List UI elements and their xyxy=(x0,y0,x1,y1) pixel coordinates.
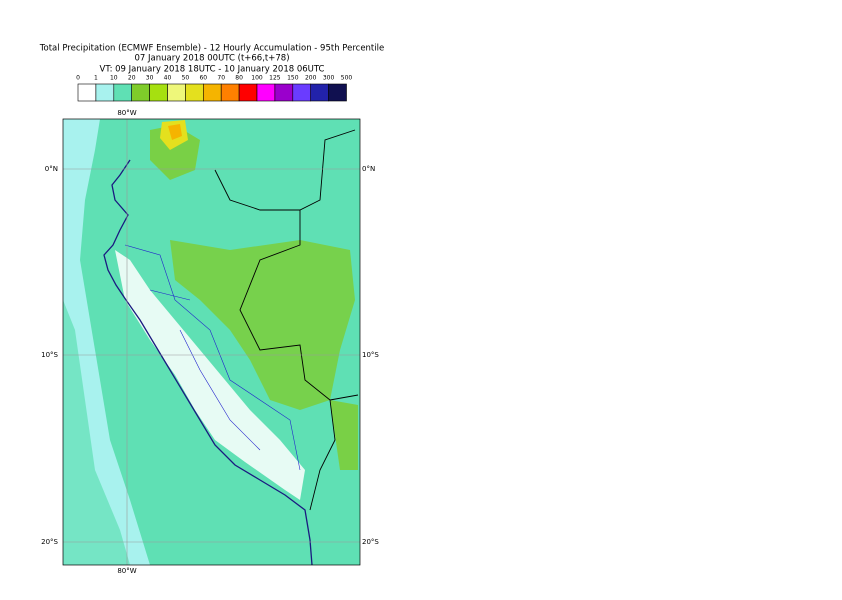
legend-label: 50 xyxy=(182,75,190,82)
legend-label: 1 xyxy=(94,75,98,82)
lat-label: 0°N xyxy=(45,165,58,173)
legend-swatch xyxy=(256,83,276,102)
map-frame xyxy=(62,118,361,566)
legend-swatch xyxy=(131,83,150,102)
legend-swatch xyxy=(167,83,186,102)
legend-label: 30 xyxy=(146,75,154,82)
legend-label: 40 xyxy=(164,75,172,82)
title-line: Total Precipitation (ECMWF Ensemble) - 1… xyxy=(39,44,384,54)
map xyxy=(63,119,360,565)
lat-label: 0°N xyxy=(362,165,375,173)
legend-swatch xyxy=(203,83,222,102)
legend-swatch xyxy=(310,83,329,102)
legend-swatch xyxy=(77,83,97,102)
legend-swatch xyxy=(149,83,168,102)
lat-label: 20°S xyxy=(41,538,58,546)
lon-label: 80°W xyxy=(117,109,136,117)
lat-label: 10°S xyxy=(362,351,379,359)
legend-swatch xyxy=(274,83,294,102)
legend-label: 70 xyxy=(217,75,225,82)
legend-label: 80 xyxy=(235,75,243,82)
legend-label: 125 xyxy=(269,75,281,82)
legend-label: 500 xyxy=(341,75,353,82)
legend-label: 60 xyxy=(199,75,207,82)
legend-swatch xyxy=(328,83,347,102)
lat-label: 20°S xyxy=(362,538,379,546)
legend-swatch xyxy=(113,83,133,102)
legend-label: 150 xyxy=(287,75,299,82)
legend-swatch xyxy=(238,83,258,102)
legend-label: 300 xyxy=(323,75,335,82)
legend: 0 1 10 20 30 40 50 60 70 80 100 125 150 200 300 500 xyxy=(76,75,352,102)
title-line: 07 January 2018 00UTC (t+66,t+78) xyxy=(134,54,289,64)
legend-swatch xyxy=(220,83,240,102)
legend-label: 200 xyxy=(305,75,317,82)
title-line: VT: 09 January 2018 18UTC - 10 January 2… xyxy=(100,65,325,75)
lat-label: 10°S xyxy=(41,351,58,359)
legend-label: 100 xyxy=(251,75,263,82)
legend-swatch xyxy=(292,83,311,102)
legend-swatch xyxy=(95,83,115,102)
legend-label: 0 xyxy=(76,75,80,82)
legend-swatch xyxy=(185,83,204,102)
legend-label: 10 xyxy=(110,75,118,82)
lon-label: 80°W xyxy=(117,567,136,575)
legend-label: 20 xyxy=(128,75,136,82)
